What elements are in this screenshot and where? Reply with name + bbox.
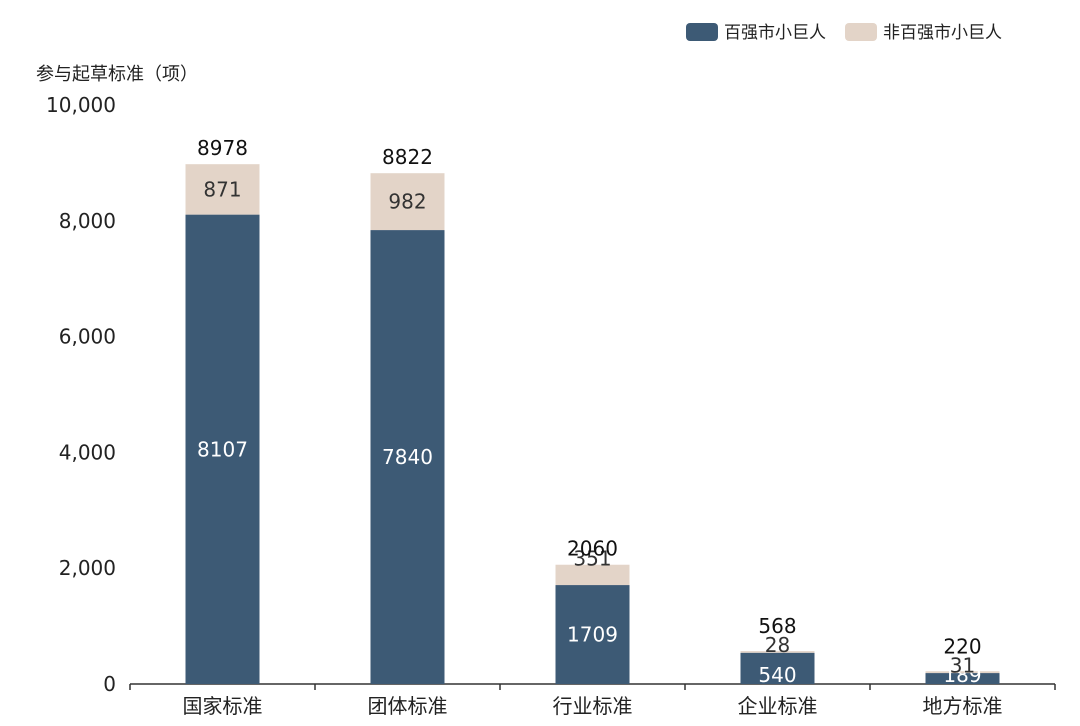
bar-value-label-series-1: 7840 <box>382 445 433 469</box>
y-tick-label: 10,000 <box>46 93 116 117</box>
y-tick-label: 4,000 <box>59 440 116 464</box>
bar-value-label-series-1: 1709 <box>567 623 618 647</box>
bar-segment-series-2 <box>185 164 260 215</box>
bar-value-label-series-2: 871 <box>203 177 241 201</box>
bar-value-label-series-1: 540 <box>758 663 796 687</box>
legend-label-series-2: 非百强市小巨人 <box>883 23 1002 43</box>
bar-segment-series-1 <box>555 585 630 684</box>
bar-total-label: 220 <box>943 634 981 658</box>
legend: 百强市小巨人 非百强市小巨人 <box>686 23 1002 43</box>
x-category-label: 国家标准 <box>183 694 263 718</box>
y-axis-title: 参与起草标准（项） <box>36 64 198 85</box>
x-axis-ticks <box>129 684 1056 690</box>
bar-total-label: 8978 <box>197 136 248 160</box>
bar-value-label-series-2: 28 <box>765 633 790 657</box>
bars <box>185 164 1000 684</box>
bar-value-label-series-1: 189 <box>943 663 981 687</box>
bar-value-label-series-1: 8107 <box>197 437 248 461</box>
y-tick-label: 2,000 <box>59 556 116 580</box>
x-category-label: 行业标准 <box>553 694 633 718</box>
y-tick-label: 8,000 <box>59 209 116 233</box>
bar-segment-series-2 <box>370 173 445 231</box>
bar-segment-series-1 <box>185 214 260 684</box>
bar-total-label: 8822 <box>382 145 433 169</box>
bar-segment-series-1 <box>925 673 1000 684</box>
bar-value-label-series-2: 351 <box>573 547 611 571</box>
x-category-label: 企业标准 <box>738 694 818 718</box>
category-labels: 国家标准 团体标准 行业标准 企业标准 地方标准 <box>183 694 1003 718</box>
bar-segment-series-2 <box>925 671 1000 674</box>
bar-value-label-series-2: 982 <box>388 190 426 214</box>
bar-segment-series-2 <box>740 651 815 653</box>
x-category-label: 团体标准 <box>368 694 448 718</box>
x-category-label: 地方标准 <box>923 694 1003 718</box>
bar-segment-series-2 <box>555 564 630 586</box>
bar-total-label: 2060 <box>567 537 618 561</box>
legend-swatch-series-1 <box>686 23 718 41</box>
y-tick-label: 6,000 <box>59 325 116 349</box>
bar-value-label-series-2: 31 <box>950 653 975 677</box>
bar-segment-series-1 <box>740 652 815 684</box>
y-tick-label: 0 <box>103 672 116 696</box>
bar-total-label: 568 <box>758 614 796 638</box>
legend-label-series-1: 百强市小巨人 <box>724 23 826 43</box>
y-axis-tick-labels: 0 2,000 4,000 6,000 8,000 10,000 <box>46 93 116 696</box>
legend-swatch-series-2 <box>845 23 877 41</box>
bar-segment-series-1 <box>370 230 445 684</box>
